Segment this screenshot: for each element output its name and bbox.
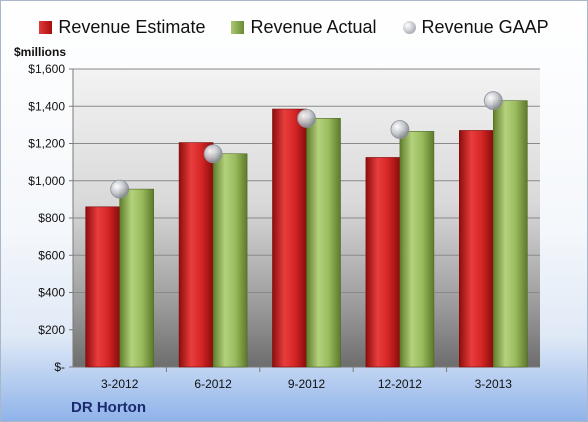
y-tick-label: $1,000 xyxy=(28,174,65,188)
y-tick-label: $1,600 xyxy=(28,62,65,76)
marker-revenue-gaap xyxy=(110,179,130,199)
bar-revenue-actual xyxy=(119,188,154,368)
y-tick-label: $1,200 xyxy=(28,137,65,151)
x-tick-label: 9-2012 xyxy=(288,377,326,391)
company-name: DR Horton xyxy=(71,399,146,416)
legend-label-estimate: Revenue Estimate xyxy=(58,17,206,37)
y-tick-label: $200 xyxy=(38,323,65,337)
x-tick-label: 3-2012 xyxy=(101,377,139,391)
y-tick-label: $800 xyxy=(38,211,65,225)
bar-revenue-estimate xyxy=(458,130,494,368)
bar-revenue-estimate xyxy=(178,142,214,368)
bar-revenue-estimate xyxy=(365,157,401,368)
marker-revenue-gaap xyxy=(203,144,223,164)
legend-item-actual: Revenue Actual xyxy=(231,17,377,38)
y-tick-label: $400 xyxy=(38,286,65,300)
legend-item-gaap: Revenue GAAP xyxy=(402,17,549,38)
bar-revenue-actual xyxy=(306,118,341,368)
bar-revenue-actual xyxy=(399,131,435,368)
bar-revenue-estimate xyxy=(85,206,120,368)
y-tick-label: $600 xyxy=(38,248,65,262)
y-tick-label: $- xyxy=(54,360,65,374)
legend-item-estimate: Revenue Estimate xyxy=(39,17,205,38)
bar-revenue-actual xyxy=(212,153,248,368)
y-tick-label: $1,400 xyxy=(28,99,65,113)
legend-swatch-estimate xyxy=(39,21,53,34)
marker-revenue-gaap xyxy=(390,120,410,139)
x-tick-label: 3-2013 xyxy=(475,377,513,391)
legend-swatch-actual xyxy=(231,21,245,34)
x-tick-label: 12-2012 xyxy=(378,377,422,391)
legend: Revenue Estimate Revenue Actual Revenue … xyxy=(1,17,587,38)
legend-label-actual: Revenue Actual xyxy=(250,17,377,37)
marker-revenue-gaap xyxy=(483,91,503,111)
legend-swatch-gaap xyxy=(402,21,416,34)
x-tick-label: 6-2012 xyxy=(194,377,232,391)
marker-revenue-gaap xyxy=(297,108,316,128)
bar-revenue-actual xyxy=(492,100,528,368)
legend-label-gaap: Revenue GAAP xyxy=(421,17,549,37)
bar-revenue-estimate xyxy=(272,108,307,368)
y-unit-label: $millions xyxy=(14,45,67,59)
